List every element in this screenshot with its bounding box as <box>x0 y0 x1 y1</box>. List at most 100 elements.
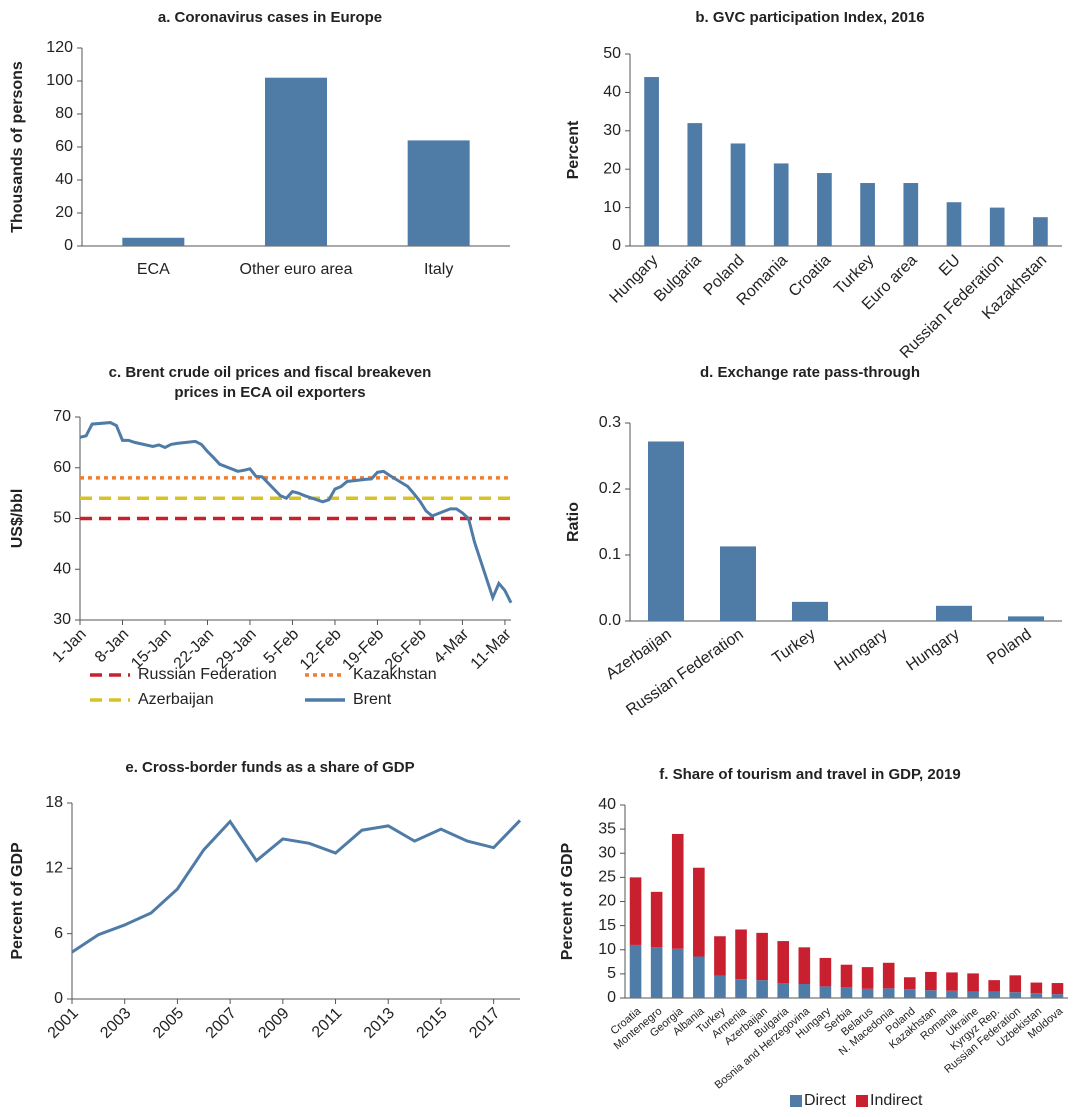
bar-segment <box>629 877 642 945</box>
x-tick-label: 8-Jan <box>92 626 132 666</box>
chart-title: e. Cross-border funds as a share of GDP <box>125 759 415 776</box>
legend-label: Indirect <box>870 1092 923 1109</box>
bar-segment <box>756 980 768 998</box>
x-tick-label: EU <box>936 252 964 280</box>
bar-segment <box>840 987 853 998</box>
bar-segment <box>714 975 726 998</box>
bar-segment <box>1051 994 1064 998</box>
y-tick-label: 18 <box>45 794 63 811</box>
x-tick-label: Italy <box>424 261 453 278</box>
bar-segment <box>798 947 811 985</box>
y-tick-label: 20 <box>55 204 73 221</box>
bar <box>720 546 756 621</box>
legend-swatch <box>790 1095 802 1107</box>
bar-segment <box>798 984 811 998</box>
x-tick-label: Turkey <box>769 626 818 668</box>
y-tick-label: 40 <box>53 560 71 577</box>
bar <box>407 140 470 246</box>
x-tick-label: 2003 <box>97 1005 134 1042</box>
chart-title: b. GVC participation Index, 2016 <box>695 9 925 26</box>
bar <box>817 173 832 246</box>
bar <box>989 207 1005 246</box>
y-axis-label: Percent of GDP <box>9 842 26 960</box>
y-tick-label: 0.2 <box>599 480 621 497</box>
legend-swatch <box>856 1095 868 1107</box>
bar-segment <box>1009 992 1022 998</box>
y-tick-label: 12 <box>45 860 63 877</box>
bar-segment <box>1009 975 1022 993</box>
legend-label: Brent <box>353 691 392 708</box>
y-tick-label: 15 <box>598 917 616 934</box>
bar-segment <box>735 929 747 980</box>
bar-segment <box>967 973 979 992</box>
bar <box>730 143 746 246</box>
legend-label: Direct <box>804 1092 846 1109</box>
bar-segment <box>946 990 958 998</box>
bar-segment <box>925 971 937 991</box>
y-tick-label: 0 <box>54 990 63 1007</box>
y-axis-label: Thousands of persons <box>9 61 26 233</box>
bar-segment <box>861 967 874 989</box>
bar-segment <box>946 972 958 991</box>
x-tick-label: 2001 <box>45 1005 82 1042</box>
bar-segment <box>735 979 747 998</box>
x-tick-label: ECA <box>137 261 170 278</box>
y-tick-label: 10 <box>598 941 616 958</box>
y-axis-label: Percent <box>565 120 582 179</box>
bar-segment <box>882 962 895 989</box>
bar-segment <box>693 956 705 998</box>
bar-segment <box>777 983 790 998</box>
x-tick-label: 2007 <box>203 1005 240 1042</box>
x-tick-label: Other euro area <box>240 261 353 278</box>
y-tick-label: 0 <box>64 237 73 254</box>
bar <box>687 123 703 246</box>
chart-title: a. Coronavirus cases in Europe <box>157 9 383 26</box>
x-tick-label: 2015 <box>414 1005 451 1042</box>
legend-label: Azerbaijan <box>138 691 214 708</box>
bar-segment <box>777 941 790 984</box>
x-tick-label: 2009 <box>255 1005 292 1042</box>
legend-label: Russian Federation <box>138 666 277 683</box>
x-tick-label: Hungary <box>903 626 962 675</box>
y-tick-label: 60 <box>55 138 73 155</box>
bar-segment <box>714 936 726 976</box>
x-tick-label: 1-Jan <box>49 626 89 666</box>
y-tick-label: 80 <box>55 105 73 122</box>
x-tick-label: Azerbaijan <box>603 626 675 683</box>
bar-segment <box>650 891 663 948</box>
y-tick-label: 25 <box>598 869 616 886</box>
y-tick-label: 50 <box>603 45 621 62</box>
y-tick-label: 40 <box>603 84 621 101</box>
bar-segment <box>925 990 937 998</box>
bar-segment <box>1051 983 1064 995</box>
bar-segment <box>629 944 642 998</box>
x-tick-label: 2017 <box>466 1005 503 1042</box>
bar-segment <box>903 977 916 990</box>
bar <box>1033 217 1048 246</box>
x-tick-label: Croatia <box>786 252 835 301</box>
bar-segment <box>819 986 832 998</box>
y-tick-label: 30 <box>598 844 616 861</box>
bar <box>860 183 875 246</box>
y-tick-label: 100 <box>46 72 73 89</box>
y-tick-label: 70 <box>53 408 71 425</box>
bar <box>122 237 185 246</box>
y-tick-label: 6 <box>54 925 63 942</box>
y-tick-label: 10 <box>603 199 621 216</box>
x-tick-label: 2013 <box>361 1005 398 1042</box>
bar-segment <box>671 833 684 949</box>
y-tick-label: 5 <box>607 965 616 982</box>
y-tick-label: 20 <box>603 160 621 177</box>
bar <box>946 202 962 246</box>
y-tick-label: 30 <box>53 611 71 628</box>
bar <box>648 441 684 621</box>
bar <box>265 77 327 246</box>
chart-title: c. Brent crude oil prices and fiscal bre… <box>108 364 432 401</box>
bar-segment <box>756 932 768 981</box>
bar <box>773 163 789 246</box>
chart-title: f. Share of tourism and travel in GDP, 2… <box>659 766 961 783</box>
legend-label: Kazakhstan <box>353 666 437 683</box>
x-tick-label: 4-Mar <box>431 625 473 667</box>
